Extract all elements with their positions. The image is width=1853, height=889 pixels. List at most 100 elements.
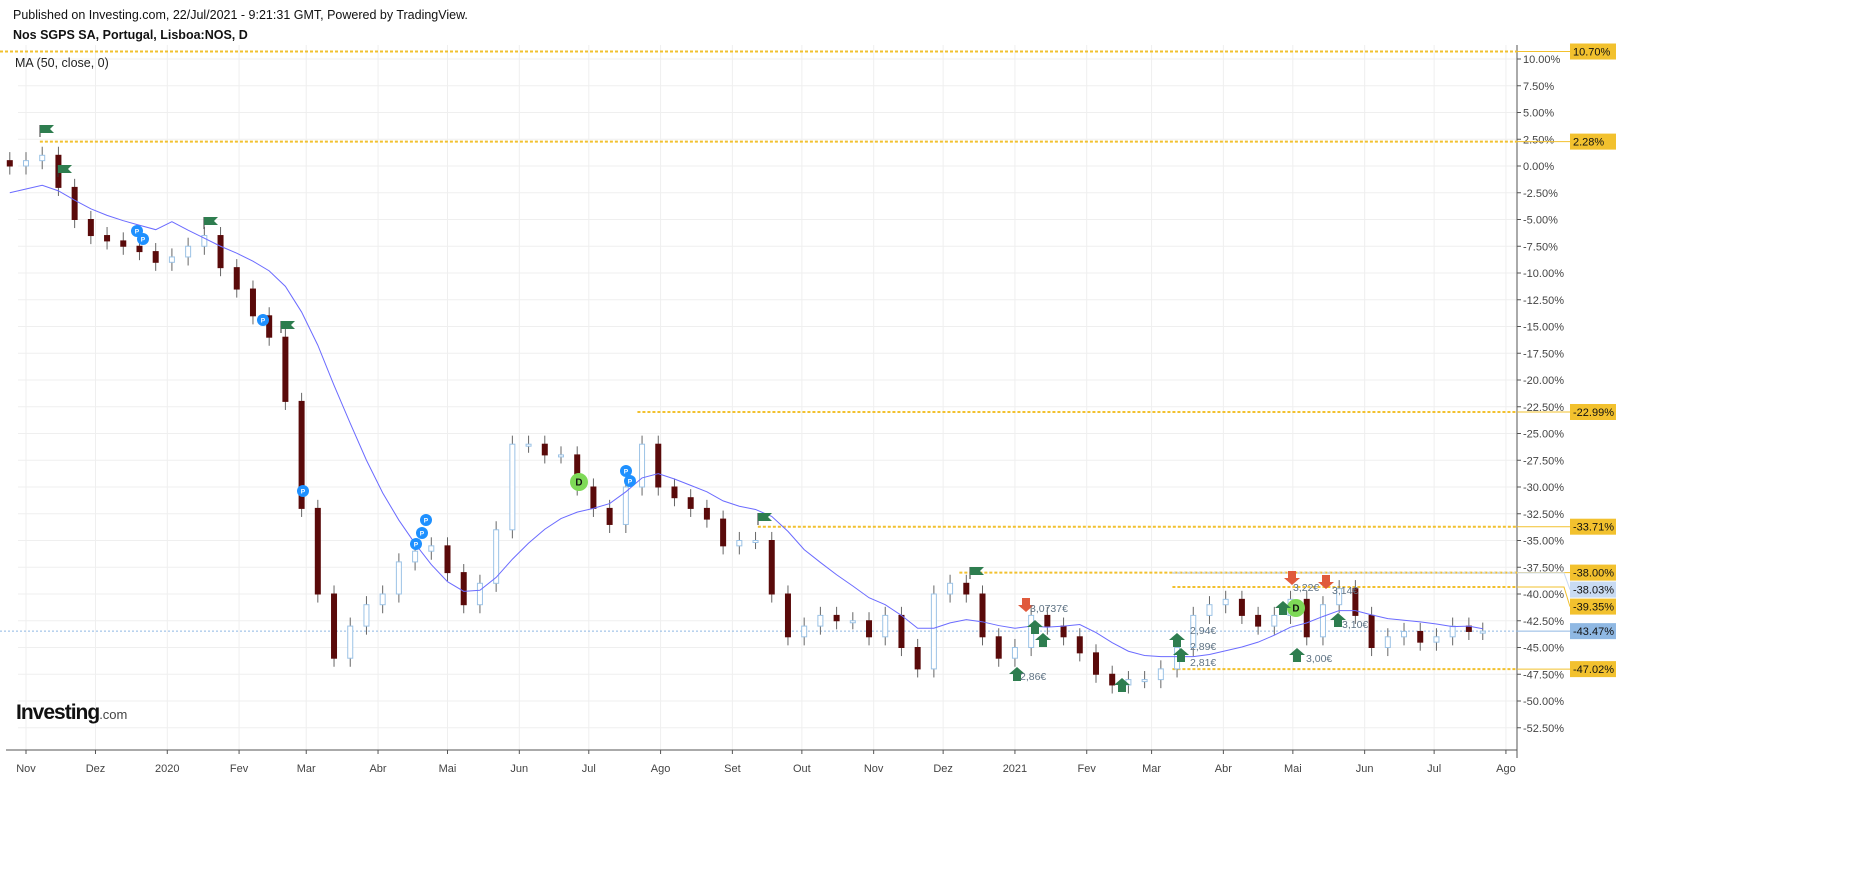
p-marker-icon: P	[257, 314, 269, 326]
p-marker-icon: P	[137, 233, 149, 245]
candle-body	[1319, 604, 1326, 638]
moving-average-line	[9, 184, 1483, 658]
candle-body	[87, 219, 94, 237]
investing-logo: Investing.com	[16, 701, 127, 725]
y-tick-label: 0.00%	[1523, 161, 1554, 173]
candle-body	[1255, 614, 1262, 627]
candle-body	[1157, 668, 1164, 681]
marker-circle	[570, 473, 588, 491]
candle-body	[1352, 588, 1359, 616]
x-tick-label: Abr	[1215, 763, 1232, 775]
candle-body	[444, 545, 451, 574]
candle-body	[39, 154, 46, 162]
arrow-up-icon	[1009, 667, 1025, 681]
flag-shape	[58, 165, 72, 173]
level-label-bg	[1570, 623, 1616, 640]
candle-body	[768, 540, 775, 595]
y-tick-label: -5.00%	[1523, 215, 1558, 227]
x-tick-label: Fev	[230, 763, 249, 775]
price-annotation: 2,81€	[1190, 657, 1216, 669]
candle-body	[1401, 630, 1408, 638]
y-tick-label: -45.00%	[1523, 643, 1564, 655]
candle-body	[1303, 598, 1310, 638]
marker-circle	[257, 314, 269, 326]
p-marker-icon: P	[420, 514, 432, 526]
candle-body	[849, 620, 856, 624]
marker-circle	[420, 514, 432, 526]
candle-body	[331, 593, 338, 659]
candle-body	[947, 582, 954, 595]
indicator-label[interactable]: MA (50, close, 0)	[15, 56, 109, 70]
level-label-leader	[1517, 572, 1571, 590]
level-label: -38.03%	[1573, 585, 1614, 597]
arrow-up-icon	[1330, 613, 1346, 627]
arrow-down-icon	[1284, 571, 1300, 585]
p-marker-icon: P	[620, 465, 632, 477]
marker-letter: P	[628, 478, 633, 485]
marker-circle	[410, 538, 422, 550]
candle-body	[185, 245, 192, 258]
candle-body	[347, 625, 354, 659]
arrow-up-icon	[1289, 648, 1305, 662]
candle-body	[136, 245, 143, 253]
marker-letter: P	[624, 468, 629, 475]
logo-suffix: .com	[99, 707, 128, 722]
p-marker-icon: P	[624, 475, 636, 487]
level-label: -38.00%	[1573, 568, 1614, 580]
candle-body	[1222, 598, 1229, 606]
x-tick-label: Abr	[369, 763, 386, 775]
arrow-up-icon	[1169, 633, 1185, 647]
y-tick-label: 7.50%	[1523, 81, 1554, 93]
candle-body	[1206, 604, 1213, 616]
candle-body	[379, 593, 386, 606]
candle-body	[23, 160, 29, 167]
published-note: Published on Investing.com, 22/Jul/2021 …	[13, 8, 468, 22]
candle-body	[233, 267, 240, 290]
candle-body	[476, 582, 483, 606]
candle-body	[1109, 673, 1116, 686]
candle-body	[671, 486, 678, 499]
candle-body	[606, 507, 613, 525]
marker-circle	[137, 233, 149, 245]
y-tick-label: -40.00%	[1523, 589, 1564, 601]
marker-letter: D	[575, 478, 582, 489]
candle-body	[720, 518, 727, 547]
marker-circle	[620, 465, 632, 477]
marker-circle	[1287, 599, 1305, 617]
candle-body	[866, 620, 873, 638]
marker-letter: P	[420, 530, 425, 537]
candle-body	[395, 561, 402, 595]
y-tick-label: -20.00%	[1523, 375, 1564, 387]
y-tick-label: -22.50%	[1523, 402, 1564, 414]
candle-body	[995, 636, 1002, 659]
candle-body	[201, 235, 208, 247]
candle-body	[314, 507, 321, 595]
flag-shape	[281, 321, 295, 329]
x-tick-label: Ago	[1496, 763, 1516, 775]
arrow-up-icon	[1173, 648, 1189, 662]
candle-body	[1271, 614, 1278, 627]
flag-icon	[39, 125, 54, 137]
x-tick-label: Mai	[1284, 763, 1302, 775]
level-label: -39.35%	[1573, 602, 1614, 614]
x-tick-label: Jul	[582, 763, 596, 775]
x-tick-label: Dez	[86, 763, 106, 775]
marker-circle	[624, 475, 636, 487]
candle-body	[525, 443, 532, 447]
candle-body	[1384, 636, 1391, 648]
price-annotation: 2,89€	[1190, 641, 1216, 653]
candle-body	[509, 443, 516, 531]
dividend-marker-icon: D	[1287, 599, 1305, 617]
candle-body	[736, 540, 743, 547]
flag-shape	[758, 513, 772, 521]
x-tick-label: Out	[793, 763, 811, 775]
candle-body	[249, 288, 256, 317]
candle-body	[639, 443, 646, 488]
x-tick-label: Dez	[933, 763, 953, 775]
candle-body	[1060, 625, 1067, 638]
candle-body	[282, 336, 289, 402]
level-label: -43.47%	[1573, 626, 1614, 638]
candle-body	[168, 256, 175, 263]
x-tick-label: Mar	[1142, 763, 1161, 775]
